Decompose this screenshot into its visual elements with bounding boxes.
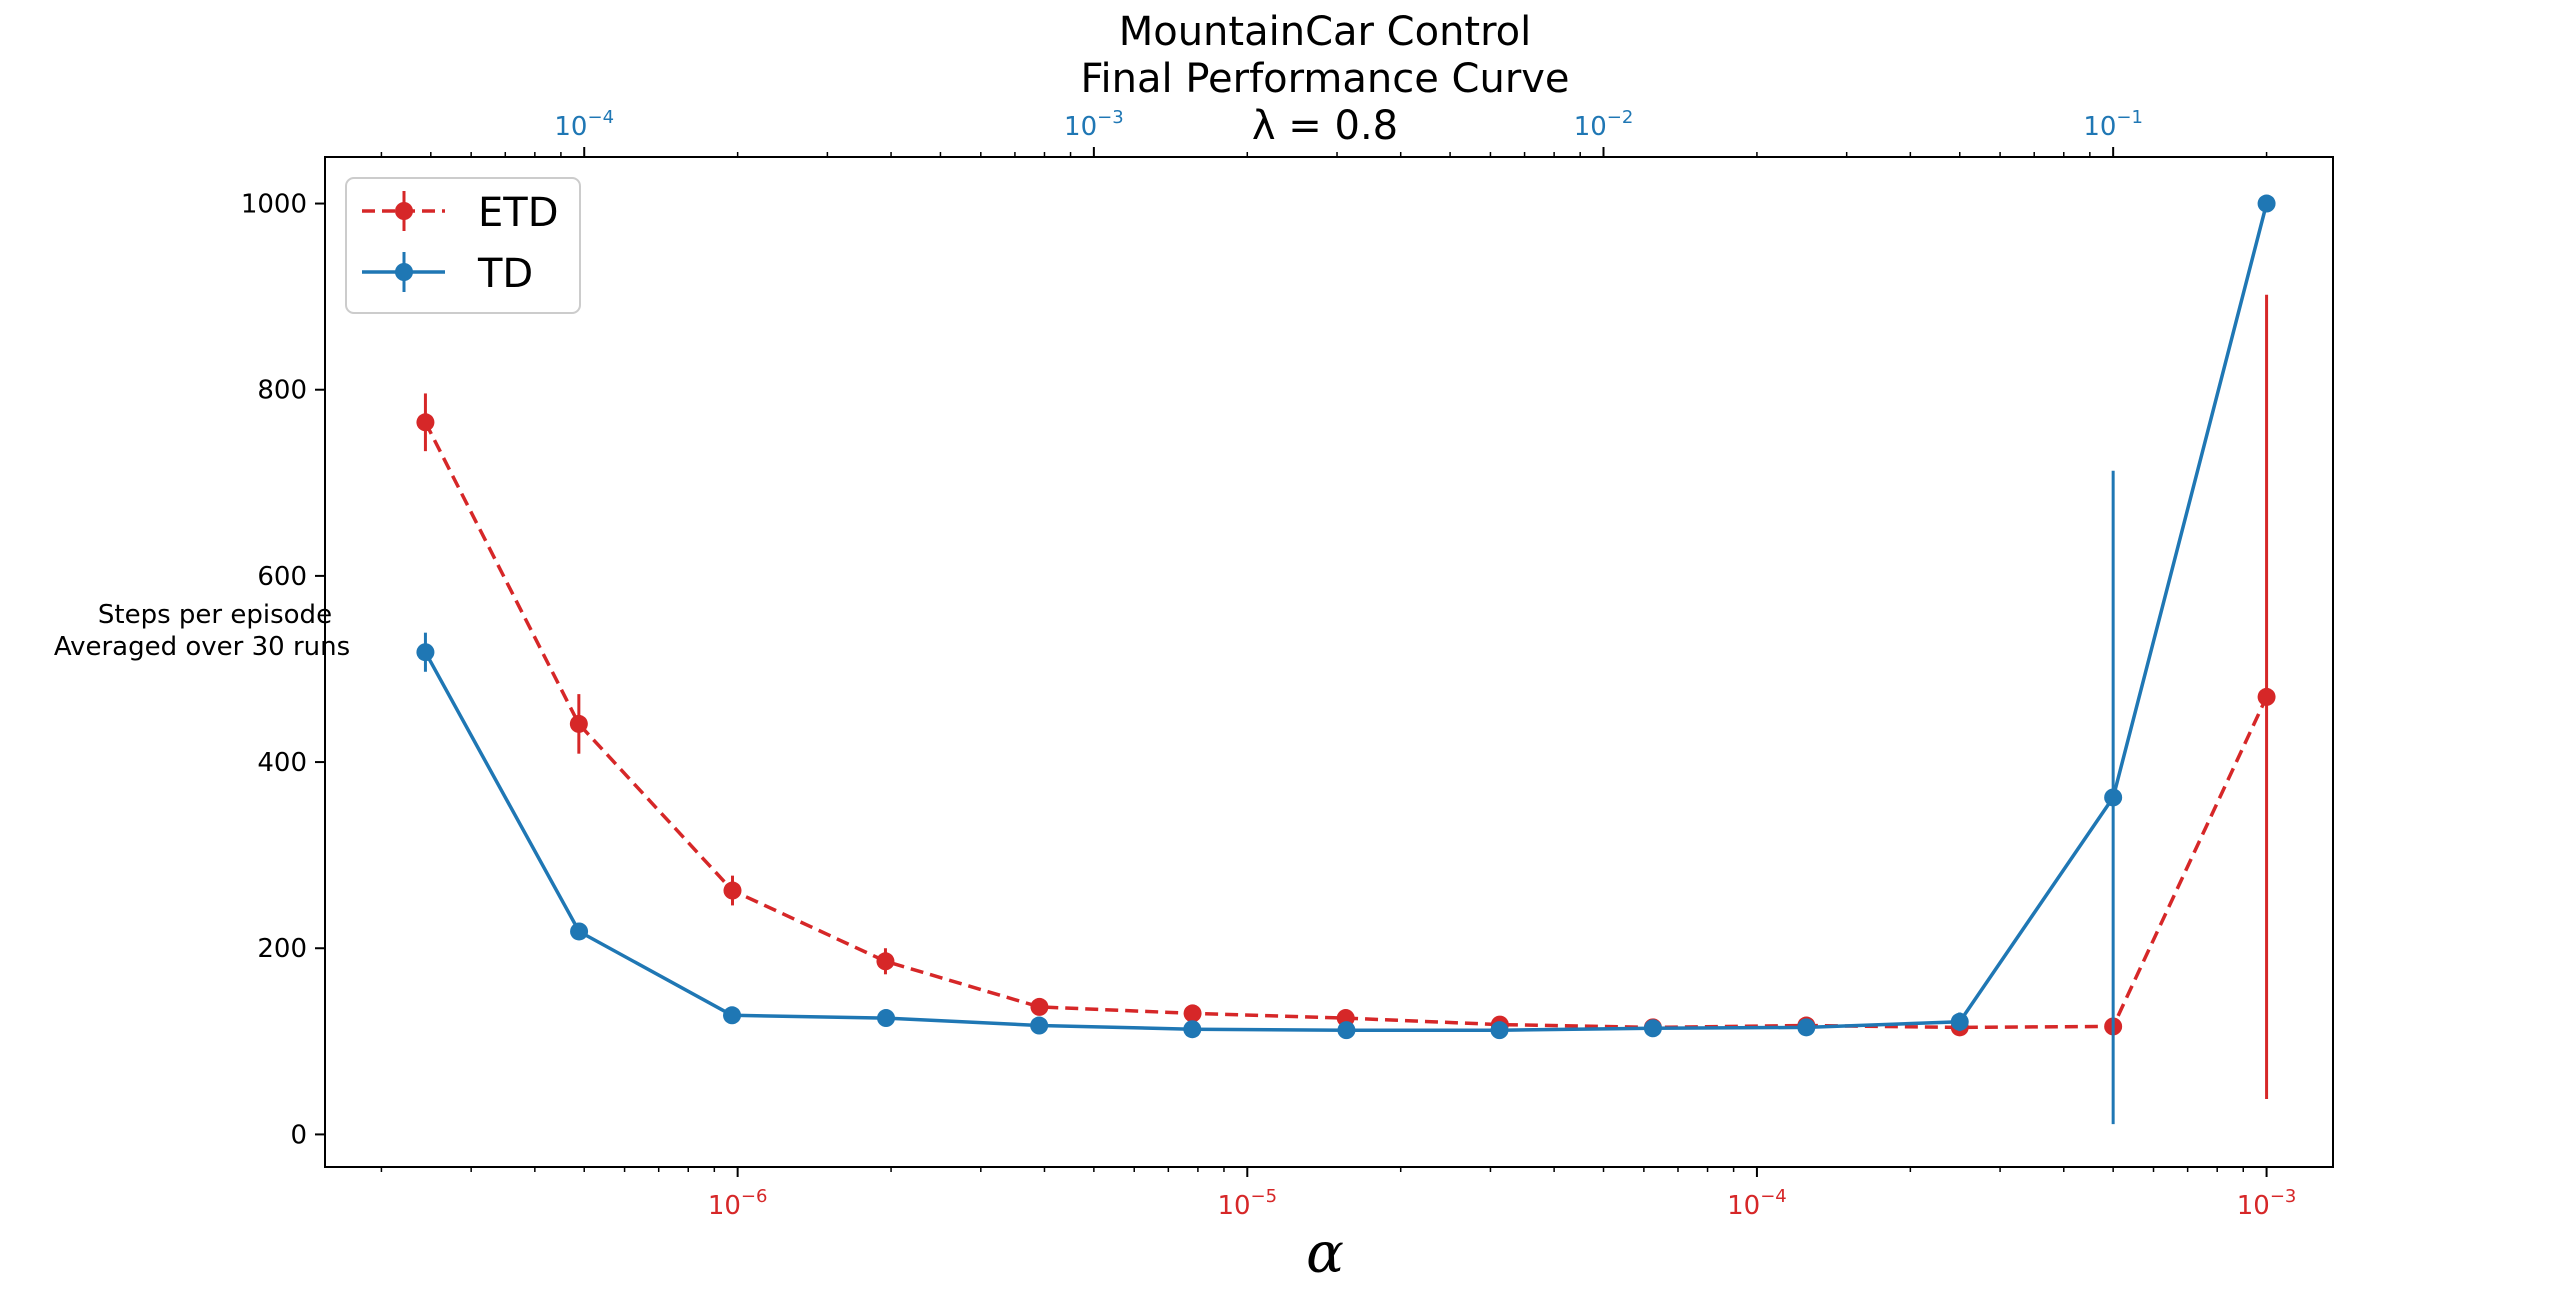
legend: ETD TD — [345, 177, 581, 314]
chart-title-line-3: λ = 0.8 — [1252, 103, 1398, 149]
etd-point-5 — [1183, 1004, 1202, 1023]
legend-markers — [362, 191, 445, 292]
td-point-6 — [1337, 1021, 1356, 1040]
x-axis-top: 10−4 10−3 10−2 10−1 — [380, 107, 2268, 157]
y-tick-label-600: 600 — [257, 562, 307, 592]
plot-area — [325, 157, 2333, 1167]
td-point-11 — [2104, 788, 2123, 807]
x-bottom-tick-label--4: 10−4 — [1727, 1186, 1787, 1221]
chart-title-line-2: Final Performance Curve — [1080, 56, 1569, 102]
y-axis-label-line-2: Averaged over 30 runs — [54, 632, 350, 662]
td-point-4 — [1030, 1016, 1049, 1035]
y-tick-label-0: 0 — [290, 1120, 307, 1150]
series-td — [416, 194, 2276, 1125]
x-axis-label: α — [1306, 1221, 1344, 1286]
y-axis-label-line-1: Steps per episode — [98, 600, 332, 630]
td-point-9 — [1797, 1018, 1816, 1037]
plot-frame — [324, 156, 2334, 1168]
plot-border — [324, 156, 2334, 1168]
legend-marker-etd — [395, 202, 413, 220]
legend-label-etd: ETD — [478, 190, 559, 236]
etd-point-3 — [876, 952, 895, 971]
td-point-0 — [416, 643, 435, 662]
etd-point-12 — [2257, 687, 2276, 706]
legend-marker-td — [395, 263, 413, 281]
x-bottom-tick-label--5: 10−5 — [1217, 1186, 1277, 1221]
td-point-10 — [1950, 1012, 1969, 1031]
etd-point-2 — [723, 881, 742, 900]
plot-background — [325, 157, 2333, 1167]
etd-point-4 — [1030, 997, 1049, 1016]
td-point-12 — [2257, 194, 2276, 213]
y-axis: 0 200 400 600 800 1000 — [241, 190, 325, 1150]
x-top-tick-label--3: 10−3 — [1064, 107, 1124, 142]
td-point-3 — [877, 1009, 896, 1028]
legend-label-td: TD — [477, 251, 533, 297]
x-top-tick-label--1: 10−1 — [2083, 107, 2143, 142]
y-tick-label-200: 200 — [257, 934, 307, 964]
etd-point-0 — [416, 413, 435, 432]
series-layer — [416, 194, 2276, 1125]
td-point-1 — [570, 922, 589, 941]
etd-point-1 — [569, 714, 588, 733]
x-top-tick-label--2: 10−2 — [1574, 107, 1634, 142]
td-point-5 — [1183, 1020, 1202, 1039]
td-point-2 — [723, 1006, 742, 1025]
y-tick-label-400: 400 — [257, 748, 307, 778]
x-axis-bottom: 10−6 10−5 10−4 10−3 — [380, 1167, 2297, 1221]
x-top-tick-label--4: 10−4 — [554, 107, 614, 142]
td-point-7 — [1490, 1021, 1509, 1040]
x-bottom-tick-label--3: 10−3 — [2237, 1186, 2297, 1221]
x-bottom-tick-label--6: 10−6 — [708, 1186, 768, 1221]
chart-title-line-1: MountainCar Control — [1119, 9, 1532, 55]
td-point-8 — [1643, 1019, 1662, 1038]
y-tick-label-1000: 1000 — [241, 190, 307, 220]
y-tick-label-800: 800 — [257, 376, 307, 406]
